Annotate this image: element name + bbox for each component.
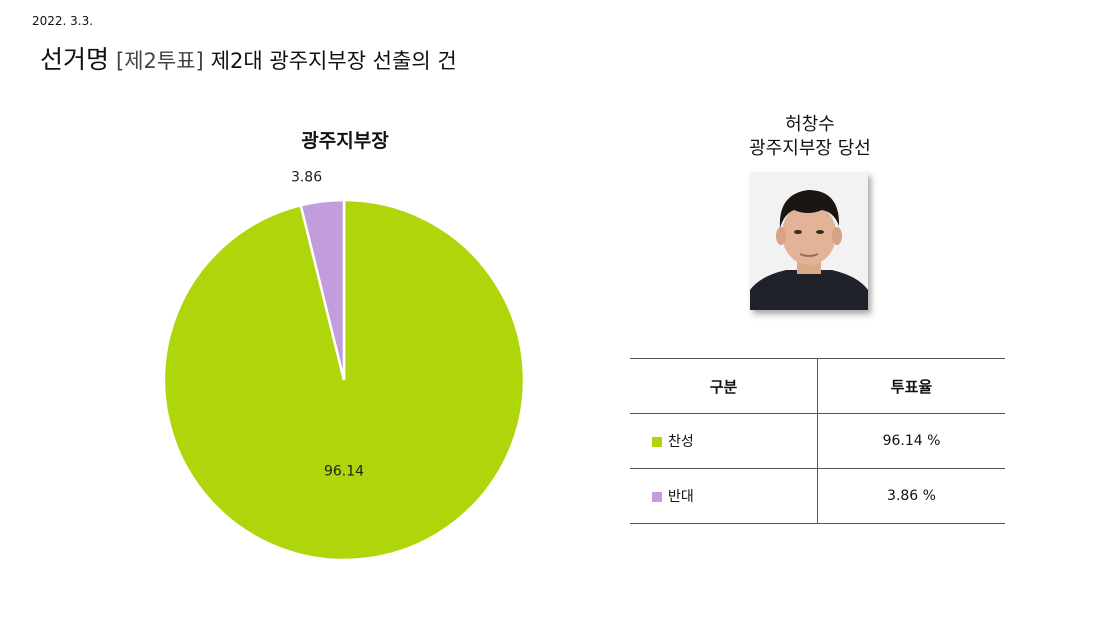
chart-title: 광주지부장 [301, 130, 389, 152]
title-sub: 제2대 광주지부장 선출의 건 [210, 49, 457, 73]
approve-label: 찬성 [668, 434, 694, 450]
person-portrait-icon [750, 172, 868, 310]
page-title: 선거명 [제2투표] 제2대 광주지부장 선출의 건 [40, 40, 457, 76]
column-header-rate: 투표율 [817, 358, 1005, 414]
winner-photo [750, 172, 868, 310]
pie-label-approve: 96.14 [324, 463, 364, 479]
winner-name: 허창수 [785, 114, 835, 135]
winner-status: 광주지부장 당선 [749, 138, 871, 159]
pie-label-oppose: 3.86 [291, 169, 322, 185]
title-main: 선거명 [40, 45, 110, 74]
table-header-row: 구분 투표율 [630, 358, 1005, 414]
oppose-value: 3.86 % [817, 468, 1005, 524]
table-row-oppose: 반대 3.86 % [630, 468, 1005, 524]
oppose-label: 반대 [668, 489, 694, 505]
row-label-cell: 반대 [630, 468, 818, 524]
title-bracket: [제2투표] [116, 49, 204, 73]
column-header-category: 구분 [630, 358, 818, 414]
vote-result-table: 구분 투표율 찬성 96.14 % 반대 3.86 % [630, 358, 1005, 524]
row-label-cell: 찬성 [630, 413, 818, 469]
approve-swatch [652, 437, 662, 447]
oppose-swatch [652, 492, 662, 502]
pie-slice-oppose [299, 198, 346, 381]
winner-block: 허창수 광주지부장 당선 [700, 113, 920, 161]
approve-value: 96.14 % [817, 413, 1005, 469]
date-label: 2022. 3.3. [32, 14, 94, 28]
table-row-approve: 찬성 96.14 % [630, 413, 1005, 469]
